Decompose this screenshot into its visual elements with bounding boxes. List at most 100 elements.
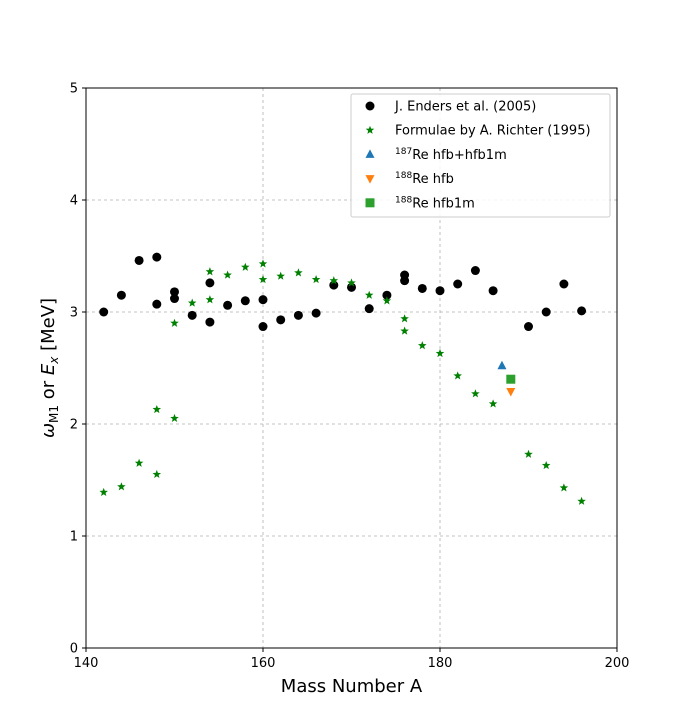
data-point-series-0: [400, 276, 410, 286]
data-point-series-0: [541, 307, 551, 317]
axis-ticks: 140 160 180 200 0 1 2 3 4 5: [70, 82, 630, 672]
data-point-series-0: [382, 290, 392, 300]
legend-label-re187-sup: 187: [395, 147, 412, 157]
data-point-series-0: [116, 290, 126, 300]
data-point-series-1: [488, 399, 498, 408]
data-point-series-1: [329, 276, 339, 285]
legend-label-richter-text: Formulae by A. Richter (1995): [395, 124, 591, 139]
data-point-series-1: [223, 270, 232, 279]
data-point-series-0: [205, 278, 215, 288]
data-point-series-0: [187, 310, 197, 320]
data-point-series-0: [435, 286, 445, 296]
data-point-series-1: [347, 278, 356, 287]
data-point-series-0: [240, 296, 250, 306]
data-point-series-0: [524, 322, 533, 332]
legend-box: [350, 93, 611, 218]
legend-marker-2: [365, 149, 375, 158]
y-label-unit: [MeV]: [38, 298, 59, 357]
data-point-series-0: [577, 306, 587, 316]
data-point-series-0: [470, 266, 480, 276]
data-point-series-0: [170, 294, 179, 304]
data-point-series-1: [99, 487, 108, 496]
data-point-series-1: [205, 267, 215, 276]
data-point-series-0: [311, 308, 321, 318]
data-point-series-1: [471, 389, 480, 398]
y-axis-label: ωM1 or Ex [MeV]: [38, 298, 61, 438]
y-tick-label: 3: [70, 306, 78, 321]
y-label-omega: ω: [38, 423, 59, 438]
legend-label-re188-hfb: 188Re hfb: [395, 171, 454, 187]
data-point-series-0: [152, 299, 162, 309]
data-point-series-1: [152, 469, 162, 479]
legend-marker-3: [365, 175, 375, 184]
legend-marker-4: [365, 198, 375, 208]
legend-label-enders: J. Enders et al. (2005): [394, 100, 536, 115]
data-point-series-0: [293, 310, 303, 320]
data-point-series-1: [152, 404, 162, 414]
data-point-series-1: [170, 413, 179, 423]
data-point-series-1: [241, 262, 250, 271]
data-point-series-0: [134, 255, 144, 265]
x-tick-label: 200: [605, 656, 630, 671]
legend-label-richter: Formulae by A. Richter (1995): [395, 124, 591, 139]
data-point-series-1: [524, 449, 533, 458]
data-point-series-0: [152, 252, 162, 262]
legend-marker-1: [365, 125, 375, 134]
data-point-series-1: [435, 348, 445, 358]
x-axis-label: Mass Number A: [281, 676, 423, 697]
data-point-series-1: [559, 483, 569, 492]
data-point-series-0: [170, 287, 179, 297]
legend-label-re188-hfb-sup: 188: [395, 171, 412, 181]
legend-label-re188-hfb1m-text: Re hfb1m: [412, 196, 475, 211]
data-point-series-1: [117, 482, 126, 491]
data-point-series-1: [311, 275, 321, 284]
data-point-series-1: [294, 268, 303, 277]
data-point-series-0: [417, 283, 427, 293]
data-point-series-1: [382, 296, 392, 305]
data-point-series-1: [364, 290, 374, 299]
data-point-series-0: [276, 315, 286, 325]
data-point-series-0: [258, 295, 268, 305]
data-point-series-0: [99, 307, 109, 317]
data-point-series-1: [170, 318, 179, 327]
legend-label-re187-text: Re hfb+hfb1m: [412, 148, 507, 163]
plot-frame: [85, 87, 618, 649]
data-point-series-1: [276, 271, 285, 280]
data-point-series-1: [400, 314, 409, 323]
y-tick-label: 2: [70, 418, 78, 433]
data-point-series-0: [559, 279, 569, 289]
legend-markers: [365, 101, 375, 208]
data-point-series-1: [205, 295, 215, 304]
y-tick-label: 1: [70, 530, 78, 545]
y-label-omega-sub: M1: [47, 405, 61, 423]
x-tick-label: 180: [428, 656, 453, 671]
legend-label-re188-hfb1m: 188Re hfb1m: [395, 195, 475, 211]
y-label-e-sub: x: [47, 356, 61, 365]
legend: J. Enders et al. (2005) Formulae by A. R…: [350, 93, 611, 218]
data-points: [99, 252, 587, 505]
data-point-series-1: [258, 275, 268, 284]
data-point-series-0: [488, 286, 498, 296]
legend-marker-0: [365, 101, 375, 111]
y-label-e: E: [38, 363, 59, 375]
data-point-series-0: [364, 304, 374, 314]
y-tick-label: 4: [70, 194, 78, 209]
data-point-series-1: [541, 460, 551, 470]
data-point-series-0: [205, 317, 215, 327]
legend-label-enders-text: J. Enders et al. (2005): [394, 100, 536, 115]
data-point-series-0: [223, 300, 233, 310]
y-tick-label: 0: [70, 642, 78, 657]
data-point-series-4: [506, 374, 516, 384]
data-point-series-1: [258, 259, 268, 268]
legend-label-re187: 187Re hfb+hfb1m: [395, 147, 507, 163]
x-tick-label: 160: [251, 656, 276, 671]
y-tick-label: 5: [70, 82, 78, 97]
data-point-series-3: [506, 388, 516, 397]
y-label-or: or: [38, 375, 59, 405]
data-point-series-1: [187, 298, 197, 307]
data-point-series-0: [453, 279, 463, 289]
legend-label-re188-hfb1m-sup: 188: [395, 195, 412, 205]
data-point-series-2: [497, 360, 507, 370]
data-point-series-1: [400, 326, 409, 335]
